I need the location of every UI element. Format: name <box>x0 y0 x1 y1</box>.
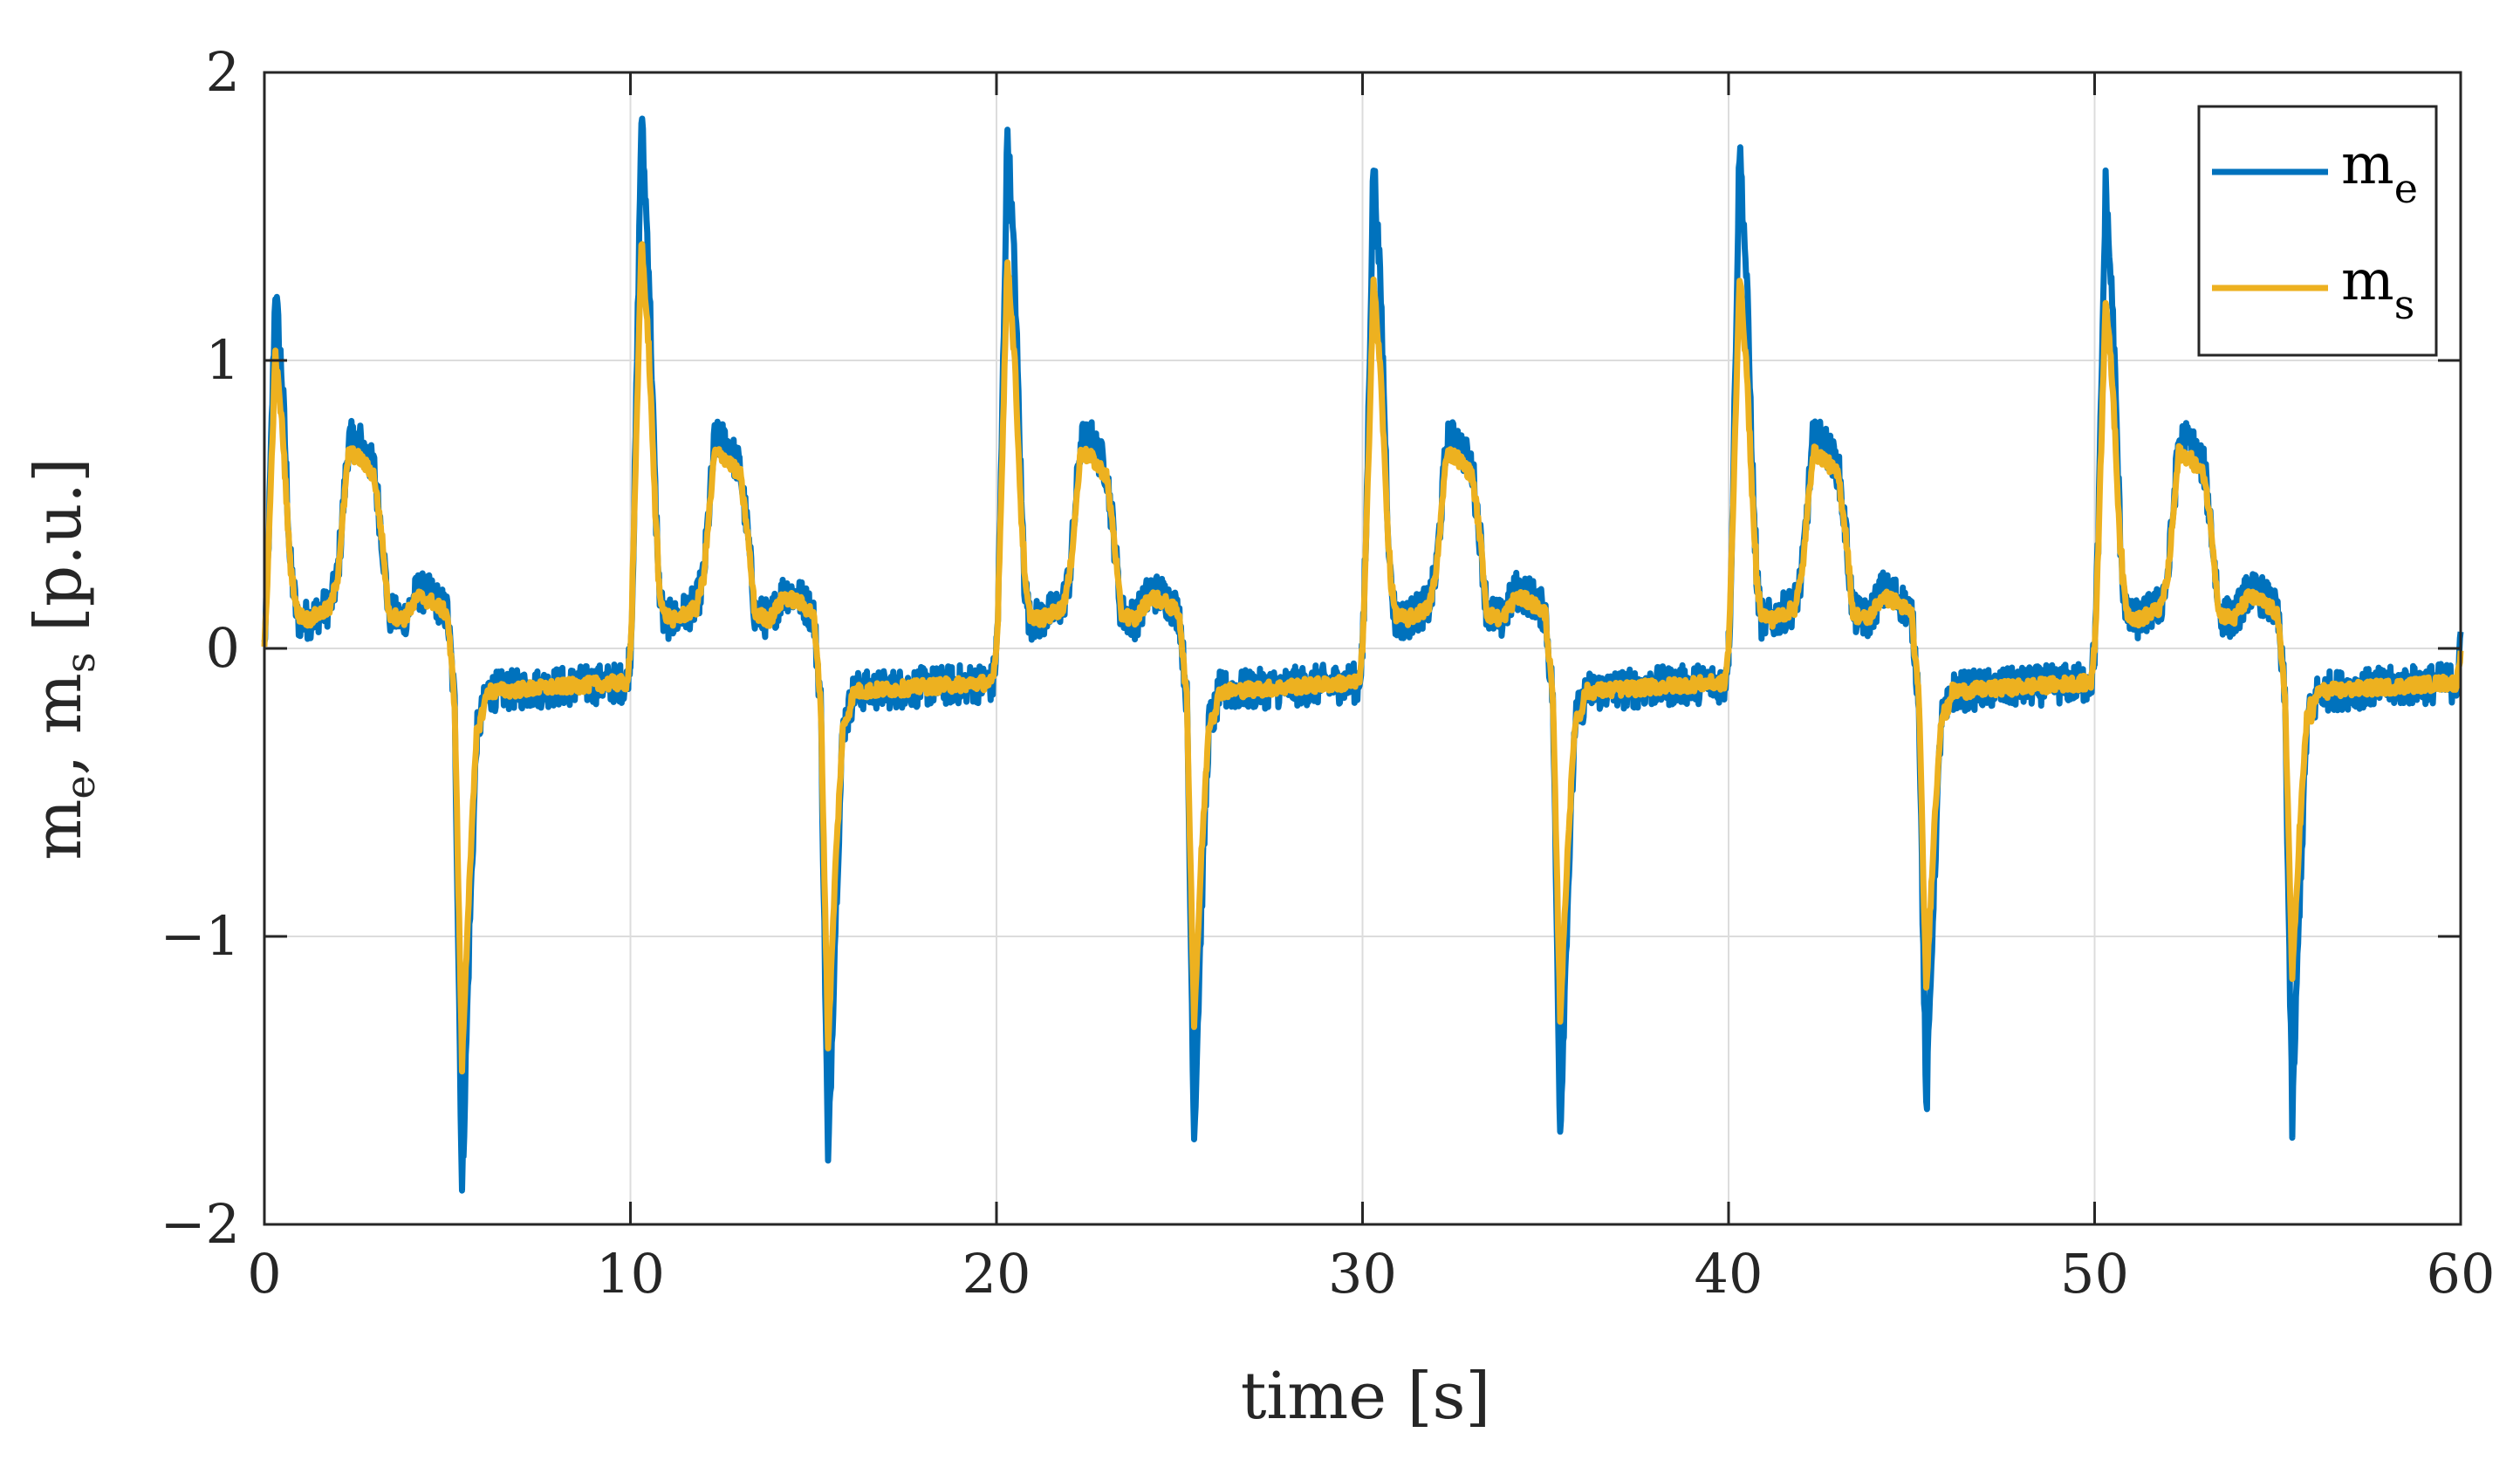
series-layer <box>261 115 2464 1194</box>
y-tick-label: 1 <box>206 328 240 392</box>
x-tick-label: 30 <box>1328 1242 1397 1306</box>
x-tick-label: 10 <box>596 1242 665 1306</box>
legend: me ms <box>2197 105 2438 357</box>
legend-label-me-sub: e <box>2394 165 2418 212</box>
tick-labels: 0 10 20 30 40 50 60 −2 −1 0 1 2 <box>161 40 2496 1306</box>
y-tick-label: −2 <box>161 1192 240 1256</box>
x-tick-label: 0 <box>247 1242 281 1306</box>
y-label-sub2: s <box>57 653 104 674</box>
axis-ticks <box>263 71 2462 1226</box>
legend-label-ms-main: m <box>2341 249 2394 313</box>
series-line-ms <box>261 241 2464 1075</box>
x-axis-label: time [s] <box>1241 1359 1491 1434</box>
y-tick-label: 0 <box>206 616 240 680</box>
y-label-m1: m <box>21 799 96 860</box>
y-tick-label: 2 <box>206 40 240 104</box>
x-tick-label: 40 <box>1695 1242 1763 1306</box>
legend-label-me-main: m <box>2341 133 2394 197</box>
y-tick-label: −1 <box>161 904 240 968</box>
x-tick-label: 60 <box>2427 1242 2496 1306</box>
legend-label-ms: ms <box>2341 249 2414 328</box>
y-label-m2: m <box>21 673 96 734</box>
legend-label-me: me <box>2341 133 2418 212</box>
legend-label-ms-sub: s <box>2394 281 2415 328</box>
y-axis-label: me, ms [p.u.] <box>21 457 104 860</box>
y-label-unit: [p.u.] <box>21 457 96 652</box>
x-tick-label: 20 <box>962 1242 1031 1306</box>
x-tick-label: 50 <box>2060 1242 2129 1306</box>
y-label-sep: , <box>21 734 96 775</box>
legend-box <box>2197 105 2438 357</box>
y-label-sub1: e <box>57 775 104 799</box>
